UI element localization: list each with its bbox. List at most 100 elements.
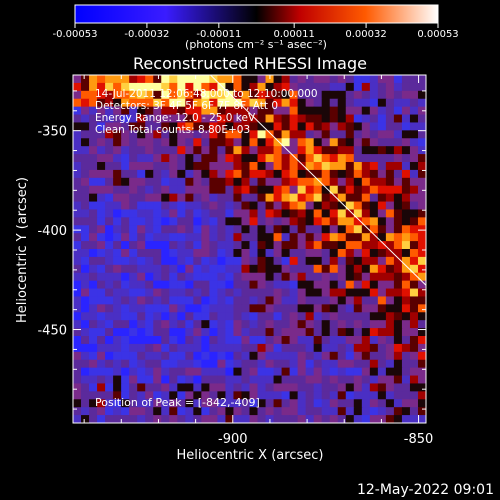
heatmap-cell [137, 177, 146, 187]
heatmap-cell [289, 154, 299, 163]
heatmap-cell [369, 312, 379, 321]
heatmap-cell [329, 193, 339, 203]
heatmap-cell [273, 343, 283, 353]
heatmap-cell [305, 367, 315, 377]
heatmap-cell [313, 328, 323, 337]
heatmap-cell [369, 185, 379, 195]
heatmap-cell [105, 106, 114, 116]
heatmap-cell [89, 312, 98, 321]
heatmap-cell [257, 193, 267, 203]
heatmap-cell [329, 343, 339, 353]
heatmap-cell [201, 336, 210, 345]
heatmap-cell [97, 249, 106, 258]
heatmap-cell [105, 146, 114, 155]
heatmap-cell [241, 343, 251, 353]
heatmap-cell [289, 185, 299, 195]
heatmap-cell [329, 225, 339, 234]
heatmap-cell [97, 264, 106, 274]
heatmap-cell [241, 383, 251, 392]
heatmap-cell [409, 209, 419, 218]
heatmap-cell [105, 288, 114, 298]
heatmap-cell [241, 146, 251, 155]
heatmap-cell [153, 312, 162, 321]
heatmap-cell [153, 90, 162, 100]
heatmap-cell [201, 225, 210, 234]
heatmap-cell [345, 320, 355, 329]
heatmap-cell [345, 98, 355, 108]
heatmap-cell [353, 320, 363, 329]
heatmap-cell [361, 154, 371, 163]
heatmap-cell [169, 415, 178, 423]
heatmap-cell [417, 185, 426, 195]
heatmap-cell [369, 320, 379, 329]
heatmap-cell [329, 241, 339, 250]
heatmap-cell [361, 225, 371, 234]
heatmap-cell [409, 106, 419, 116]
heatmap-cell [233, 75, 243, 84]
heatmap-cell [281, 177, 291, 187]
heatmap-cell [297, 241, 307, 250]
heatmap-cell [305, 82, 315, 92]
heatmap-cell [121, 304, 130, 313]
heatmap-cell [113, 138, 122, 147]
heatmap-cell [209, 169, 219, 179]
heatmap-cell [273, 399, 283, 408]
heatmap-cell [289, 328, 299, 337]
heatmap-cell [113, 391, 122, 400]
heatmap-cell [361, 201, 371, 211]
annotation-line: 14-Jul-2011 12:06:48.000 to 12:10:00.000 [95, 88, 318, 100]
heatmap-cell [321, 177, 331, 187]
heatmap-cell [185, 177, 194, 187]
heatmap-cell [273, 296, 283, 305]
heatmap-cell [401, 217, 411, 226]
heatmap-cell [209, 407, 219, 416]
heatmap-cell [201, 272, 210, 282]
heatmap-cell [97, 336, 106, 345]
heatmap-cell [313, 217, 323, 226]
heatmap-cell [193, 304, 202, 313]
heatmap-cell [281, 383, 291, 392]
heatmap-cell [281, 359, 291, 369]
heatmap-cell [385, 320, 395, 329]
heatmap-cell [113, 280, 122, 290]
heatmap-cell [97, 320, 106, 329]
heatmap-cell [249, 296, 259, 305]
heatmap-cell [345, 162, 355, 171]
heatmap-cell [193, 122, 202, 131]
heatmap-cell [113, 351, 122, 361]
heatmap-cell [121, 415, 130, 423]
heatmap-cell [369, 367, 379, 377]
heatmap-cell [265, 288, 275, 298]
heatmap-cell [393, 82, 403, 92]
heatmap-cell [377, 209, 387, 218]
heatmap-cell [273, 241, 283, 250]
heatmap-cell [393, 407, 403, 416]
heatmap-cell [297, 264, 307, 274]
heatmap-cell [281, 138, 291, 147]
heatmap-cell [281, 399, 291, 408]
heatmap-cell [81, 359, 90, 369]
heatmap-cell [265, 256, 275, 266]
heatmap-cell [201, 304, 210, 313]
heatmap-cell [417, 280, 426, 290]
heatmap-cell [265, 249, 275, 258]
heatmap-cell [297, 217, 307, 226]
heatmap-cell [113, 193, 122, 203]
heatmap-cell [105, 304, 114, 313]
heatmap-cell [217, 75, 227, 84]
heatmap-cell [145, 272, 154, 282]
heatmap-cell [73, 114, 82, 124]
heatmap-cell [217, 343, 227, 353]
heatmap-cell [281, 264, 291, 274]
heatmap-cell [353, 122, 363, 131]
heatmap-cell [113, 296, 122, 305]
heatmap-cell [337, 177, 347, 187]
heatmap-cell [377, 146, 387, 155]
y-axis-label: Heliocentric Y (arcsec) [15, 177, 30, 323]
heatmap-cell [193, 296, 202, 305]
heatmap-cell [249, 233, 259, 242]
heatmap-cell [289, 407, 299, 416]
heatmap-cell [169, 280, 178, 290]
heatmap-cell [313, 351, 323, 361]
heatmap-cell [185, 367, 194, 377]
